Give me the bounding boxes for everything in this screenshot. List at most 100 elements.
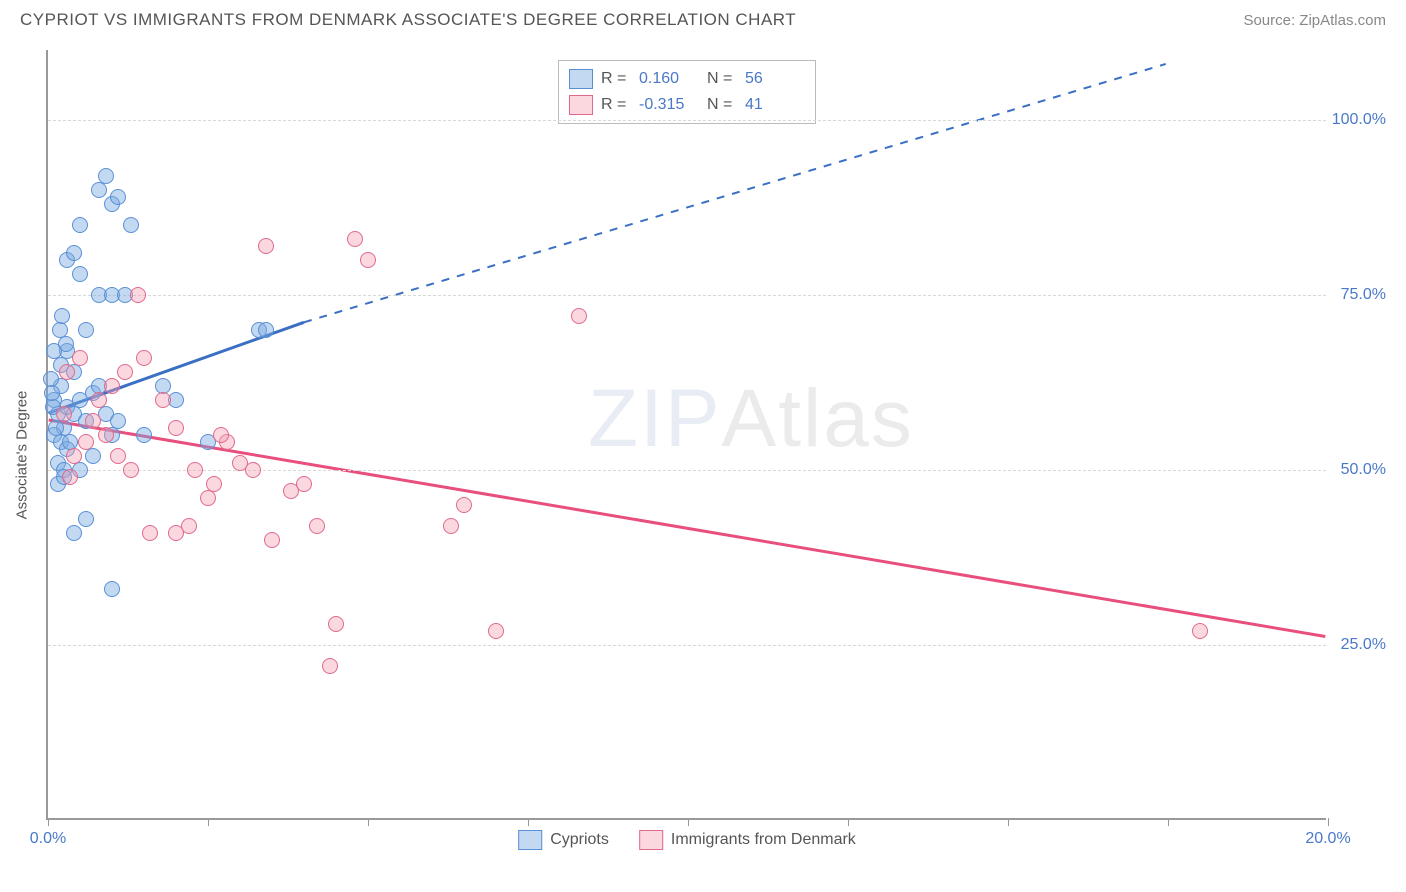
legend-swatch [518,830,542,850]
trend-lines-svg [48,50,1326,818]
chart-title: CYPRIOT VS IMMIGRANTS FROM DENMARK ASSOC… [20,10,796,30]
scatter-point [91,392,107,408]
legend-r-label: R = [601,70,631,88]
legend-n-label: N = [707,96,737,114]
watermark-zip: ZIP [588,373,722,464]
chart-container: ZIPAtlas R = 0.160 N = 56 R = -0.315 N = 41 Cyp… [46,50,1386,860]
scatter-point [58,336,74,352]
scatter-point [322,658,338,674]
scatter-point [264,532,280,548]
x-tick-mark [528,818,529,826]
y-tick-label: 25.0% [1341,636,1386,654]
scatter-point [571,308,587,324]
scatter-point [443,518,459,534]
scatter-point [328,616,344,632]
x-tick-mark [1008,818,1009,826]
x-tick-mark [208,818,209,826]
scatter-point [142,525,158,541]
scatter-point [168,420,184,436]
scatter-point [78,434,94,450]
scatter-point [66,245,82,261]
legend-n-value: 41 [745,96,805,114]
scatter-point [72,350,88,366]
scatter-point [187,462,203,478]
gridline [48,645,1326,646]
scatter-point [110,189,126,205]
scatter-point [123,217,139,233]
scatter-point [72,217,88,233]
gridline [48,120,1326,121]
scatter-point [62,469,78,485]
scatter-point [360,252,376,268]
legend-series: Cypriots Immigrants from Denmark [518,830,856,850]
legend-stat-row: R = 0.160 N = 56 [569,66,805,92]
scatter-point [104,378,120,394]
scatter-point [98,168,114,184]
scatter-point [85,413,101,429]
x-tick-mark [1168,818,1169,826]
legend-r-label: R = [601,96,631,114]
scatter-point [245,462,261,478]
scatter-point [85,448,101,464]
scatter-point [347,231,363,247]
scatter-point [296,476,312,492]
scatter-point [59,364,75,380]
x-tick-label: 0.0% [30,830,66,848]
scatter-point [91,182,107,198]
scatter-point [213,427,229,443]
scatter-point [54,308,70,324]
legend-n-value: 56 [745,70,805,88]
scatter-point [136,427,152,443]
scatter-point [98,427,114,443]
scatter-point [181,518,197,534]
scatter-point [200,490,216,506]
scatter-point [117,364,133,380]
source-label: Source: ZipAtlas.com [1243,12,1386,29]
scatter-point [78,511,94,527]
scatter-point [66,448,82,464]
scatter-point [56,406,72,422]
y-tick-label: 75.0% [1341,286,1386,304]
watermark-atlas: Atlas [722,373,914,464]
legend-stat-row: R = -0.315 N = 41 [569,92,805,118]
scatter-point [136,350,152,366]
plot-area: ZIPAtlas R =0.160N =56R =-0.315N =41 Cyp… [46,50,1326,820]
scatter-point [72,266,88,282]
scatter-point [110,413,126,429]
x-tick-mark [848,818,849,826]
scatter-point [155,392,171,408]
y-tick-label: 100.0% [1332,111,1386,129]
legend-series-item: Cypriots [518,830,609,850]
title-bar: CYPRIOT VS IMMIGRANTS FROM DENMARK ASSOC… [0,0,1406,30]
legend-correlation: R = 0.160 N = 56 R = -0.315 N = 41 [558,60,816,124]
scatter-point [488,623,504,639]
legend-r-value: -0.315 [639,96,699,114]
trend-line [49,420,1326,636]
x-tick-mark [48,818,49,826]
x-tick-mark [688,818,689,826]
scatter-point [206,476,222,492]
scatter-point [104,581,120,597]
gridline [48,295,1326,296]
scatter-point [66,525,82,541]
legend-n-label: N = [707,70,737,88]
scatter-point [110,448,126,464]
scatter-point [48,420,64,436]
scatter-point [44,385,60,401]
legend-r-value: 0.160 [639,70,699,88]
y-tick-label: 50.0% [1341,461,1386,479]
scatter-point [456,497,472,513]
legend-swatch [569,95,593,115]
legend-series-item: Immigrants from Denmark [639,830,856,850]
scatter-point [78,322,94,338]
scatter-point [1192,623,1208,639]
scatter-point [123,462,139,478]
x-tick-mark [368,818,369,826]
legend-swatch [569,69,593,89]
legend-swatch [639,830,663,850]
x-tick-label: 20.0% [1305,830,1350,848]
legend-series-label: Immigrants from Denmark [671,831,856,849]
watermark: ZIPAtlas [588,372,914,466]
x-tick-mark [1328,818,1329,826]
scatter-point [309,518,325,534]
